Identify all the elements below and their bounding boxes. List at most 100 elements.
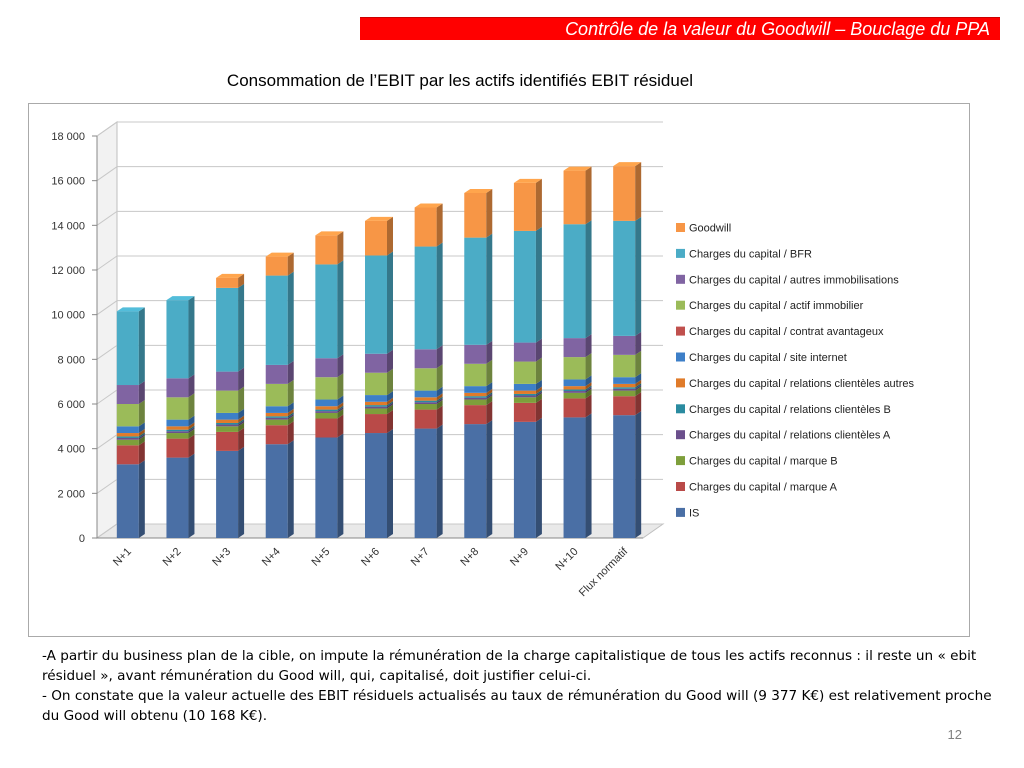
bar-segment [464,344,487,364]
bar-segment-side [486,393,493,400]
bar-segment [315,412,338,419]
bar-segment [563,398,586,418]
bar-segment-side [486,395,493,406]
bar-segment-side [387,397,393,406]
bar-segment [116,311,139,386]
bar-segment-side [486,392,493,398]
y-tick-label: 2 000 [57,488,85,500]
bar-segment [315,411,338,413]
bar-segment-side [486,388,493,397]
bar-segment [513,182,536,231]
bar-segment [365,220,387,256]
bar-segment [563,389,586,392]
y-tick-label: 6 000 [57,399,85,411]
bar-segment-side [188,296,195,379]
bar-segment-side [188,434,195,458]
bar-segment [365,401,387,406]
bar-segment-side [337,231,344,265]
bar-segment-side [387,429,393,538]
bar-segment-side [337,408,344,419]
bar-segment-side [238,415,245,423]
bar-segment [414,390,437,398]
bar-segment [464,237,487,345]
bar-segment-side [486,188,493,238]
bar-segment [216,422,239,425]
bar-segment-side [188,422,195,430]
legend-label: Charges du capital / autres immobilisati… [689,274,899,286]
x-tick-label: N+4 [260,546,283,569]
legend-label: Goodwill [689,223,731,235]
bar-segment-side [535,379,542,391]
bar-segment [116,464,139,538]
bar-segment [563,379,586,387]
y-tick-label: 8 000 [57,354,85,366]
bar-segment [166,457,189,538]
bar-segment-side [138,381,145,404]
bar-segment [613,390,636,397]
bar-segment [365,353,387,373]
bar-segment-side [387,349,393,373]
x-tick-label: N+9 [508,546,531,569]
bar-segment [265,412,288,417]
bar-segment [613,387,636,389]
bar-segment [166,433,189,439]
bar-segment-side [387,402,393,409]
bar-segment [166,397,189,420]
x-tick-label: N+10 [553,546,580,573]
bar-segment-side [337,260,344,359]
bar-segment-side [337,407,344,413]
bar-segment-side [188,429,195,439]
bar-segment [216,450,239,538]
chart-title: Consommation de l’EBIT par les actifs id… [226,71,694,90]
bar-segment-side [436,386,443,398]
bar-segment-side [436,405,443,429]
bar-segment [414,409,437,429]
bar-segment-side [535,398,542,422]
legend-swatch [676,482,685,491]
bar-top [365,216,393,221]
bar-segment [513,402,536,422]
bar-segment-side [238,408,245,420]
legend-label: Charges du capital / actif immobilier [689,300,864,312]
bar-segment-side [188,374,195,398]
bar-segment-side [535,389,542,396]
bar-segment [464,386,487,393]
bar-segment-side [436,398,443,404]
bar-segment [315,399,338,407]
bar-segment-side [287,402,294,413]
bar-segment [166,378,189,398]
bar-segment-side [238,446,245,538]
bar-segment [365,372,387,396]
bar-segment [116,439,139,446]
bar-segment [265,256,288,276]
bar-segment [116,445,139,465]
bar-segment-side [138,429,145,437]
bar-segment [464,405,487,425]
bar-segment [613,377,636,384]
bar-segment-side [138,460,145,538]
bar-segment [365,408,387,415]
bar-top [216,273,245,278]
chart-side-wall [96,121,118,539]
bar-segment-side [238,420,245,427]
bar-segment-side [635,386,642,397]
bar-top [116,307,145,312]
bar-segment-side [635,373,642,384]
bar-segment-side [387,216,393,256]
bar-segment-side [188,415,195,427]
bar-segment-side [138,400,145,427]
bar-segment-side [535,391,542,398]
y-tick-label: 18 000 [51,131,85,143]
bar-segment [315,264,338,359]
bar-segment-side [585,375,592,387]
bar-segment-side [337,405,344,412]
bar-segment-side [535,417,542,538]
bar-segment-side [635,411,642,538]
bar-segment [265,416,288,418]
bar-segment [265,275,288,365]
bar-segment-side [585,394,592,418]
bar-segment [563,391,586,393]
bar-segment [315,437,338,538]
bar-segment-side [337,414,344,438]
